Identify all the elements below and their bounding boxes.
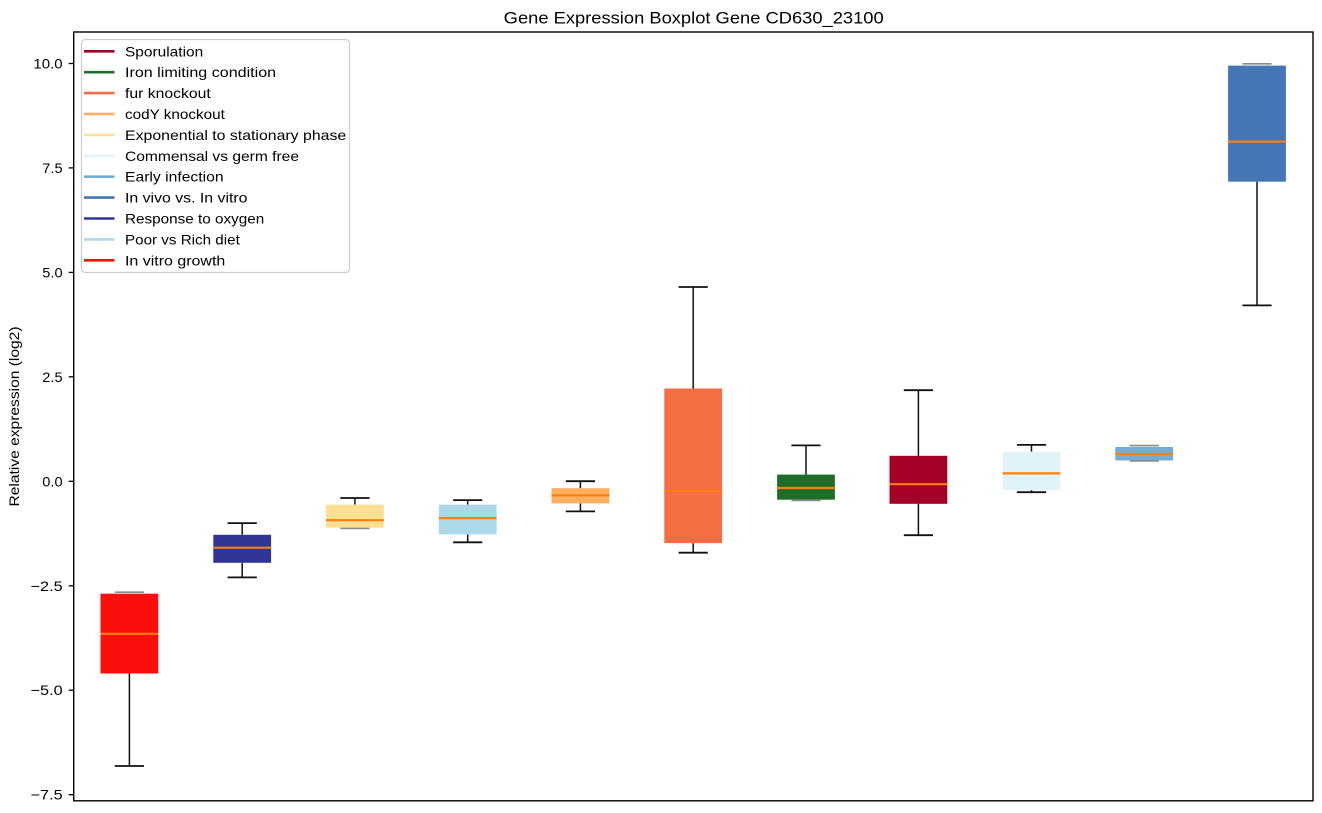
svg-text:−7.5: −7.5 (31, 787, 63, 803)
svg-text:Sporulation: Sporulation (125, 43, 203, 59)
svg-text:5.0: 5.0 (42, 264, 63, 280)
svg-text:10.0: 10.0 (33, 56, 62, 72)
svg-text:Response to oxygen: Response to oxygen (125, 211, 264, 227)
svg-text:0.0: 0.0 (42, 473, 63, 489)
svg-text:−5.0: −5.0 (31, 682, 63, 698)
svg-text:fur knockout: fur knockout (125, 85, 211, 101)
svg-text:codY knockout: codY knockout (125, 106, 225, 122)
svg-text:Iron limiting condition: Iron limiting condition (125, 64, 276, 80)
svg-text:7.5: 7.5 (42, 160, 63, 176)
svg-text:Relative expression (log2): Relative expression (log2) (6, 327, 22, 507)
svg-text:Early infection: Early infection (125, 169, 224, 185)
svg-text:2.5: 2.5 (42, 369, 63, 385)
svg-text:Exponential to stationary phas: Exponential to stationary phase (125, 127, 346, 143)
svg-text:Commensal vs germ free: Commensal vs germ free (125, 148, 299, 164)
svg-text:In vivo vs. In vitro: In vivo vs. In vitro (125, 190, 248, 206)
svg-text:Poor vs Rich diet: Poor vs Rich diet (125, 231, 240, 247)
svg-text:−2.5: −2.5 (31, 578, 63, 594)
svg-text:Gene Expression Boxplot Gene C: Gene Expression Boxplot Gene CD630_23100 (504, 8, 884, 27)
svg-text:In vitro growth: In vitro growth (125, 252, 225, 268)
